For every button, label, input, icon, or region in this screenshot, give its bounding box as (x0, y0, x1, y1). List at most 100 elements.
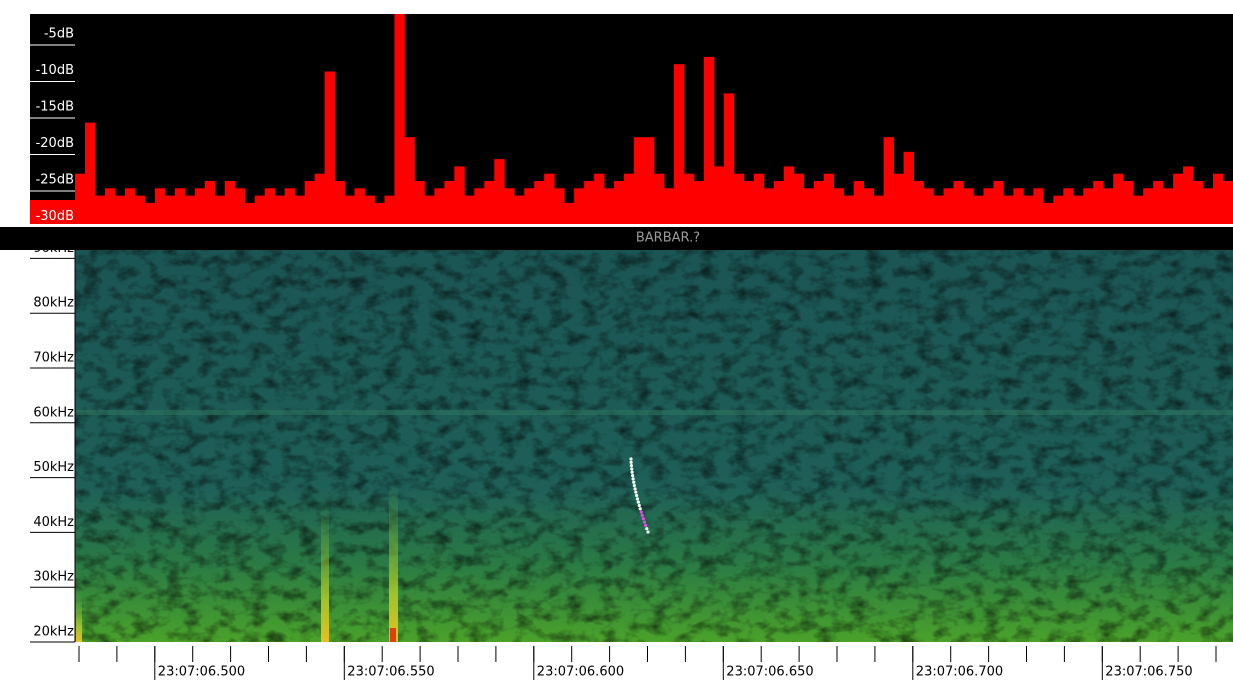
spectrum-bar (314, 173, 325, 224)
spectrum-bar (564, 202, 575, 224)
y-tick-label: -30dB (36, 209, 74, 224)
spectrum-bar (723, 93, 735, 224)
y-tick-label: 20kHz (33, 625, 74, 640)
spectrum-bar (1013, 188, 1024, 224)
spectrum-bar (1063, 188, 1074, 224)
spectrum-bar (1213, 173, 1224, 224)
spectrum-bar (364, 195, 375, 224)
spectrum-bar (893, 173, 904, 224)
spectrum-bar (1003, 195, 1014, 224)
spectrum-bar (853, 181, 865, 224)
spectrum-bar (953, 181, 964, 224)
spectrum-bar (174, 188, 186, 224)
spectrum-bar (264, 188, 276, 224)
y-tick-label: 50kHz (33, 460, 74, 475)
spectrum-bar (284, 188, 296, 224)
spectrum-bar (1203, 188, 1214, 224)
noise-streak (390, 628, 396, 642)
spectrum-bar (813, 181, 825, 224)
y-tick-label: 30kHz (33, 570, 74, 585)
spectrum-bar (1093, 181, 1104, 224)
spectrum-bar (204, 181, 216, 224)
spectrum-bar (414, 181, 425, 224)
call-point (631, 477, 635, 481)
call-point (629, 464, 633, 468)
spectrum-bar (514, 195, 525, 224)
call-point (630, 473, 635, 478)
spectrum-bar (983, 188, 994, 224)
noise-streak (76, 590, 82, 642)
spectrum-bar (554, 188, 565, 224)
spectrum-bar (324, 71, 335, 224)
spectrum-bar (354, 188, 365, 224)
spectrum-bar (783, 166, 795, 224)
spectrum-bar (1133, 195, 1144, 224)
spectrum-bar (214, 195, 226, 224)
spectrum-bar (1023, 195, 1034, 224)
x-tick-label: 23:07:06.700 (916, 665, 1003, 680)
spectrogram (75, 250, 1233, 642)
call-point (640, 513, 644, 518)
spectrum-bar (274, 195, 286, 224)
call-point (639, 510, 643, 514)
call-point (643, 523, 648, 527)
spectrum-bar (973, 195, 984, 224)
spectrum-bar (244, 202, 256, 224)
spectrum-bar (1083, 188, 1094, 224)
call-point (634, 490, 638, 494)
spectrum-bar (494, 159, 505, 224)
species-bar (0, 227, 1233, 250)
spectrum-bar (374, 202, 385, 224)
spectrum-bar (94, 195, 106, 224)
y-tick-label: 80kHz (33, 296, 74, 311)
spectrum-bar (444, 181, 455, 224)
spectrum-bar (933, 195, 944, 224)
spectrum-bar (1153, 181, 1164, 224)
spectrum-bar (584, 181, 595, 224)
spectrum-bar (823, 173, 835, 224)
spectrum-plot: -5dB -10dB -15dB -20dB -25dB -30dB (30, 14, 1233, 224)
spectrum-bar (484, 181, 495, 224)
species-label: BARBAR.? (636, 231, 700, 246)
spectrum-bar (703, 56, 715, 224)
spectrum-bar (524, 188, 535, 224)
spectrum-bar (544, 173, 555, 224)
spectrum-bar (1193, 181, 1204, 224)
spectrum-bar (873, 195, 885, 224)
y-tick-label: 70kHz (33, 351, 74, 366)
spectrum-bar (294, 195, 306, 224)
spectrum-bar (234, 188, 246, 224)
call-point (629, 457, 633, 461)
spectrum-bar (843, 195, 855, 224)
y-tick-label: 60kHz (33, 405, 74, 420)
spectrum-bar (194, 188, 206, 224)
call-point (632, 480, 636, 484)
x-tick-label: 23:07:06.650 (726, 665, 813, 680)
call-point (642, 520, 647, 524)
spectrum-bar (1073, 195, 1084, 224)
spectrum-bar (1113, 173, 1124, 224)
spectrum-bar (1103, 188, 1114, 224)
spectrum-bar (663, 188, 675, 224)
spectrum-bar (713, 166, 725, 224)
call-point (637, 503, 641, 508)
y-tick-label: -20dB (36, 136, 74, 151)
spectrum-bar (344, 195, 355, 224)
spectrum-bar (993, 181, 1004, 224)
y-tick-label: 90kHz (33, 241, 74, 256)
spectrum-bar (1173, 173, 1184, 224)
axes: 90kHz 80kHz 70kHz 60kHz 50kHz 40kHz 30kHz 20kHz… (30, 241, 1217, 680)
call-point (645, 527, 649, 531)
call-point (641, 517, 645, 521)
spectrum-bar (424, 195, 435, 224)
call-point (633, 487, 637, 491)
call-point (636, 500, 640, 504)
spectrum-floor (30, 200, 75, 224)
spectrum-bar (693, 181, 705, 224)
spectrum-bar (1163, 188, 1174, 224)
spectrum-bar (404, 137, 415, 224)
spectrum-bar (254, 195, 266, 224)
spectrum-bar (104, 188, 116, 224)
spectrum-bar (1043, 202, 1054, 224)
